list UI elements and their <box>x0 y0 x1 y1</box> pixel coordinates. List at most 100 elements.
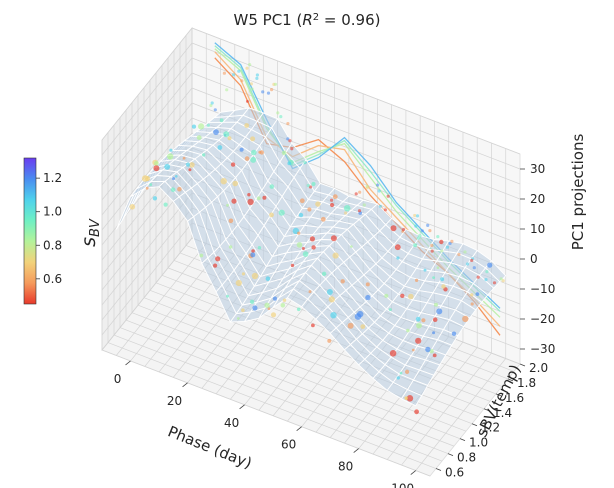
projection-point <box>420 229 424 233</box>
scatter-point <box>232 180 238 187</box>
z-tick-label: −10 <box>530 282 555 296</box>
projection-point <box>472 266 476 270</box>
grid-line <box>101 57 193 171</box>
scatter-point <box>246 100 249 103</box>
y-tick-label: 2.0 <box>529 361 548 375</box>
scatter-point <box>244 156 250 161</box>
scatter-point <box>250 252 256 258</box>
x-axis-label: Phase (day) <box>165 422 254 472</box>
scatter-point <box>278 209 285 216</box>
projection-point <box>231 73 236 77</box>
scatter-point <box>307 207 312 212</box>
scatter-point <box>340 279 345 284</box>
projection-point <box>240 79 244 83</box>
scatter-point <box>411 348 415 352</box>
projection-point <box>378 204 382 208</box>
scatter-point <box>487 262 493 268</box>
axis-ticks: 0204060801000.60.81.01.21.41.61.82.03020… <box>114 162 556 488</box>
scatter-point <box>177 186 182 192</box>
scatter-point <box>415 278 419 282</box>
grid-line <box>401 352 492 466</box>
projection-point <box>354 192 358 196</box>
scatter-point <box>311 181 316 187</box>
scatter-point <box>169 148 173 152</box>
scatter-point <box>360 324 366 329</box>
projection-point <box>266 91 271 95</box>
projection-point <box>357 209 362 213</box>
scatter-point <box>347 322 354 329</box>
projection-point <box>210 101 214 105</box>
grid-line <box>191 42 521 170</box>
scatter-point <box>264 302 270 308</box>
projection-point <box>255 73 259 77</box>
scatter-point <box>252 305 258 311</box>
scatter-point <box>287 161 292 166</box>
scatter-point <box>404 396 409 400</box>
scatter-point <box>321 271 327 276</box>
y-tick-label: 1.8 <box>517 376 536 390</box>
scatter-point <box>320 216 326 222</box>
x-tick-label: 80 <box>338 460 353 474</box>
projection-point <box>255 76 259 80</box>
grid-line <box>137 304 467 432</box>
grid-line <box>386 347 478 460</box>
y-tick-mark <box>435 468 442 471</box>
scatter-point <box>226 203 229 207</box>
y-tick-label: 1.0 <box>469 436 488 450</box>
scatter-point <box>365 294 371 301</box>
projection-point <box>270 88 274 92</box>
scatter-point <box>432 276 435 279</box>
projection-point <box>430 249 434 253</box>
projection-point <box>250 87 254 91</box>
y-tick-mark <box>471 423 478 427</box>
scatter-point <box>257 246 262 250</box>
projection-point <box>358 190 362 194</box>
y-tick-label: 0.8 <box>457 451 476 465</box>
scatter-point <box>217 145 223 150</box>
grid-line <box>119 327 449 454</box>
y-tick-mark <box>495 393 502 397</box>
scatter-point <box>213 129 219 136</box>
scatter-point <box>251 149 257 156</box>
projection-point <box>308 185 313 189</box>
scatter-point <box>436 266 440 270</box>
scatter-point <box>191 124 197 129</box>
projection-point <box>222 71 226 75</box>
scatter-point <box>267 307 271 310</box>
projection-point <box>440 249 444 253</box>
scatter-points <box>129 63 505 415</box>
projection-point <box>290 147 294 151</box>
projection-point <box>450 239 454 243</box>
grid-line <box>101 102 193 216</box>
scatter-point <box>189 162 195 168</box>
scatter-point <box>188 168 192 172</box>
scatter-point <box>251 272 259 280</box>
x-tick-mark <box>182 382 188 388</box>
grid-line <box>101 192 193 306</box>
x-tick-label: 40 <box>224 416 239 430</box>
scatter-point <box>400 293 405 298</box>
y-tick-mark <box>459 438 466 442</box>
projection-point <box>376 183 380 187</box>
scatter-point <box>213 263 218 268</box>
projection-point <box>484 278 488 282</box>
scatter-point <box>230 162 236 167</box>
z-tick-label: 20 <box>530 192 545 206</box>
projection-point <box>206 123 210 127</box>
scatter-point <box>432 353 437 358</box>
scatter-point <box>436 308 443 315</box>
grid-line <box>191 57 521 185</box>
scatter-point <box>182 156 186 160</box>
x-tick-label: 60 <box>281 438 296 452</box>
scatter-point <box>301 247 305 250</box>
projection-point <box>303 161 307 165</box>
y-tick-label: 1.6 <box>505 391 524 405</box>
projection-point <box>418 234 422 238</box>
colorbar-tick-label: 1.2 <box>43 171 62 185</box>
scatter-point <box>247 193 251 197</box>
projection-point <box>413 213 417 218</box>
x-tick-label: 0 <box>114 372 122 386</box>
projection-point <box>426 223 430 227</box>
projection-point <box>249 82 253 86</box>
